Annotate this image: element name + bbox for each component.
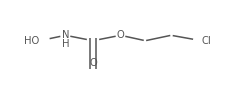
Text: HO: HO bbox=[24, 36, 40, 46]
Text: N: N bbox=[62, 30, 69, 40]
Text: H: H bbox=[62, 39, 69, 49]
Text: Cl: Cl bbox=[201, 36, 211, 46]
Text: O: O bbox=[89, 58, 97, 68]
Text: O: O bbox=[117, 30, 124, 40]
